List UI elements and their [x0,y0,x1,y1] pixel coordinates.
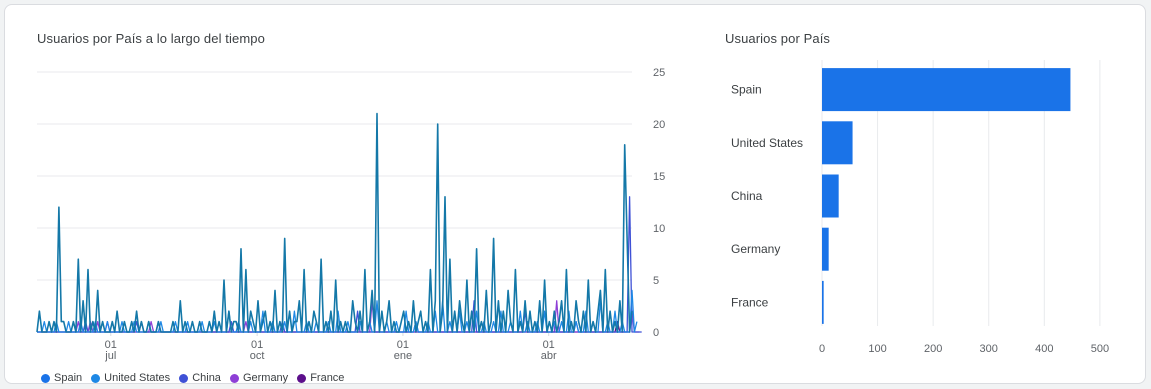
line-chart-legend: Spain United States China Germany France [41,372,344,384]
bar-label-france: France [731,295,769,309]
legend-swatch [229,373,239,383]
legend-swatch [91,373,101,383]
bar-chart-x-tick-label: 200 [924,343,942,355]
line-chart-y-tick-label: 20 [653,119,665,131]
line-chart-y-tick-label: 15 [653,171,665,183]
users-by-country-bar-chart[interactable]: 0 100 200 300 400 500 Spain United States China G… [721,45,1141,365]
bar-chart-x-tick-label: 500 [1091,343,1109,355]
legend-item-germany[interactable]: Germany [229,372,289,384]
bar-chart-x-tick-label: 300 [980,343,998,355]
line-chart-x-tick-label: 01 [397,339,409,351]
line-chart-y-tick-label: 25 [653,67,665,79]
bar-germany[interactable] [822,227,829,271]
bar-spain[interactable] [822,68,1071,112]
line-chart-x-tick-label: abr [541,350,557,362]
legend-swatch [297,373,307,383]
line-chart-y-tick-label: 10 [653,223,665,235]
legend-label: Spain [54,372,83,384]
legend-swatch [41,373,50,383]
line-chart-x-tick-label: 01 [543,339,555,351]
bar-france[interactable] [822,280,824,324]
line-chart-x-tick-label: 01 [251,339,263,351]
legend-label: China [192,372,221,384]
bar-label-spain: Spain [731,83,762,97]
legend-swatch [179,373,189,383]
bar-united-states[interactable] [822,121,853,165]
bar-chart-x-tick-label: 400 [1035,343,1053,355]
legend-label: United States [104,372,171,384]
line-chart-x-tick-label: jul [104,350,116,362]
legend-item-spain[interactable]: Spain [41,372,82,384]
line-chart-x-tick-label: ene [394,350,412,362]
report-card: Usuarios por País a lo largo del tiempo … [4,4,1146,384]
bar-china[interactable] [822,174,839,218]
bar-chart-x-tick-label: 100 [868,343,886,355]
line-chart-x-tick-label: oct [250,350,265,362]
bar-label-united-states: United States [731,136,803,150]
bar-label-germany: Germany [731,242,780,256]
legend-item-france[interactable]: France [297,372,344,384]
legend-label: France [310,372,345,384]
legend-label: Germany [242,372,289,384]
legend-item-united-states[interactable]: United States [91,372,170,384]
line-series-spain [36,112,633,333]
legend-item-china[interactable]: China [179,372,221,384]
bar-label-china: China [731,189,763,203]
bar-chart-title: Usuarios por País [725,31,831,46]
line-series-china [37,196,642,333]
line-chart-x-tick-label: 01 [105,339,117,351]
line-chart-y-tick-label: 0 [653,327,659,339]
line-chart-title: Usuarios por País a lo largo del tiempo [37,31,265,46]
line-chart-y-tick-label: 5 [653,275,659,287]
bar-chart-x-tick-label: 0 [819,343,825,355]
